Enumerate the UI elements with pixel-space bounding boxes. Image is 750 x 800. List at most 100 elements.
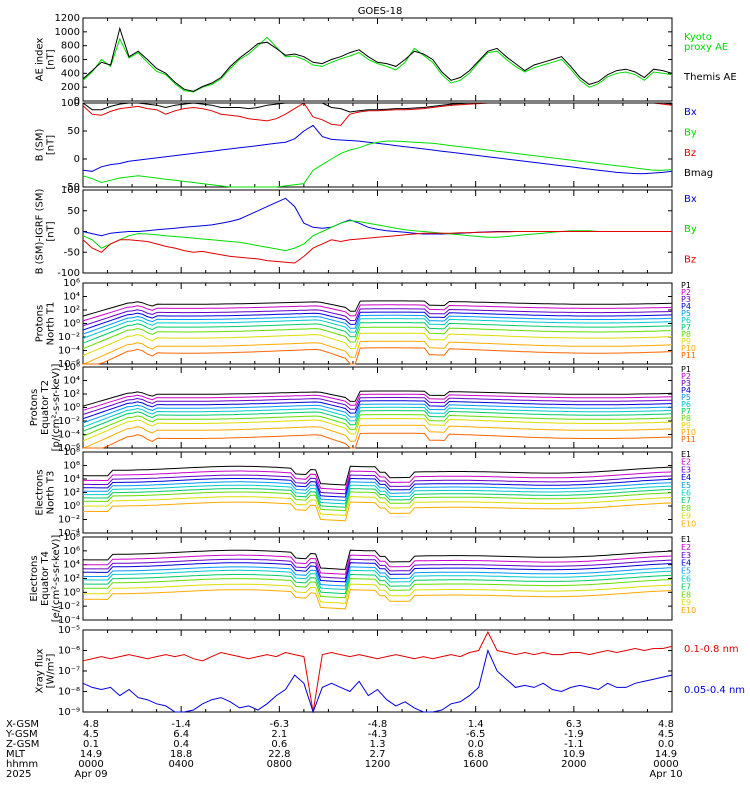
channel-line-p2 (82, 393, 673, 411)
channel-label: E9 (681, 598, 691, 607)
channel-line-e7 (83, 487, 673, 508)
y-tick-label: 10⁻² (58, 332, 80, 343)
channel-label: P10 (681, 344, 696, 353)
channel-line-e3 (82, 558, 673, 579)
y-tick-label: 10⁻⁶ (58, 646, 80, 657)
channel-line-e9 (82, 583, 673, 604)
series-line-0-05-0-4-nm (82, 648, 673, 714)
panel-frame (82, 282, 673, 365)
panel-frame (82, 629, 673, 713)
channel-line-e2 (83, 554, 673, 575)
channel-label: P4 (681, 302, 691, 311)
legend-entry: proxy AE (684, 42, 728, 53)
y-tick-label: 1000 (55, 27, 80, 38)
channel-line-p6 (82, 406, 673, 428)
ephem-value: 4.5 (83, 729, 99, 740)
channel-label: P3 (681, 295, 691, 304)
ephem-value: 1200 (365, 759, 390, 770)
channel-label: E1 (681, 535, 691, 544)
ephem-value: Apr 10 (649, 769, 682, 780)
channel-label: E10 (681, 519, 696, 528)
y-tick-label: 200 (61, 82, 80, 93)
ephem-row-label: X-GSM (6, 719, 39, 730)
y-tick-label: 600 (61, 55, 80, 66)
channel-line-p8 (82, 326, 673, 350)
channel-line-e5 (82, 566, 673, 587)
y-tick-label: 10⁻⁵ (58, 625, 80, 636)
channel-label: E5 (681, 481, 691, 490)
ephem-value: -1.1 (564, 739, 584, 750)
ephem-value: 2000 (561, 759, 586, 770)
ephem-value: 0.0 (468, 739, 484, 750)
ephem-value: 14.9 (80, 749, 102, 760)
ephem-value: 1.4 (468, 719, 484, 730)
channel-line-p1 (82, 390, 673, 407)
ephem-value: 0.1 (83, 739, 99, 750)
y-tick-label: 0 (74, 154, 80, 165)
channel-label: E6 (681, 575, 691, 584)
series-line-by (82, 140, 673, 188)
panel-frame (82, 17, 673, 102)
channel-line-p8 (82, 414, 673, 437)
channel-label: P8 (681, 330, 691, 339)
series-line-kyoto-proxy-ae (82, 36, 673, 93)
channel-line-p11 (83, 432, 673, 449)
channel-label: E7 (681, 496, 691, 505)
ephem-row-label: Y-GSM (5, 729, 38, 740)
channel-label: P9 (681, 421, 691, 430)
ephem-row-label: Z-GSM (6, 739, 39, 750)
y-tick-label: 10⁶ (63, 362, 80, 373)
series-line-bx (82, 197, 672, 237)
ephem-value: 4.5 (658, 729, 674, 740)
ephem-value: 0.6 (271, 739, 287, 750)
y-tick-label: 400 (61, 68, 80, 79)
ephem-value: -1.9 (564, 729, 584, 740)
y-tick-label: 10⁻⁶ (58, 359, 80, 370)
ephem-value: 1600 (463, 759, 488, 770)
channel-line-e7 (82, 573, 673, 595)
ephem-value: 18.8 (170, 749, 192, 760)
legend-entry: Bmag (684, 168, 713, 179)
channel-label: E1 (681, 450, 691, 459)
channel-line-p9 (82, 332, 673, 357)
channel-label: P1 (681, 281, 691, 290)
channel-line-e6 (83, 569, 673, 590)
channel-line-e5 (82, 481, 673, 502)
channel-line-p7 (82, 322, 673, 344)
y-axis-label: Electrons (35, 469, 46, 515)
y-tick-label: 100 (61, 185, 80, 196)
y-tick-label: 0 (74, 96, 80, 107)
panel-prot2: 10⁻⁶ 10⁻⁴ 10⁻² 10⁰ 10² 10⁴ 10⁶ Protons Equator T… (29, 362, 696, 454)
ephem-value: 10.9 (563, 749, 585, 760)
channel-line-p7 (82, 410, 673, 432)
y-tick-label: 10⁴ (63, 474, 80, 485)
ephem-value: -1.4 (171, 719, 191, 730)
y-axis-label: North T1 (46, 302, 57, 346)
y-axis-label: Protons (35, 305, 46, 342)
channel-label: P11 (681, 435, 696, 444)
panel-elec2: 10⁻⁴ 10⁻² 10⁰ 10² 10⁴ 10⁶ 10⁸ Electrons Equator … (29, 532, 696, 626)
y-tick-label: 10⁻² (58, 515, 80, 526)
channel-label: E6 (681, 489, 691, 498)
y-axis-label: North T3 (46, 471, 57, 515)
ephem-value: 4.8 (658, 719, 674, 730)
y-tick-label: 10⁻⁴ (58, 346, 80, 357)
plot-title: GOES-18 (358, 6, 403, 17)
y-tick-label: 10⁴ (63, 292, 80, 303)
channel-line-p5 (82, 314, 673, 335)
channel-label: P7 (681, 407, 691, 416)
channel-label: E2 (681, 458, 691, 467)
ephem-value: 6.8 (468, 749, 484, 760)
y-tick-label: 10⁻⁴ (58, 528, 80, 539)
channel-line-p9 (82, 418, 673, 442)
channel-label: P4 (681, 386, 691, 395)
y-tick-label: -100 (57, 268, 80, 279)
channel-line-p5 (82, 403, 673, 424)
legend-entry: 0.05-0.4 nm (684, 685, 745, 696)
legend-entry: Themis AE (683, 72, 737, 83)
y-tick-label: 10² (63, 574, 80, 585)
y-tick-label: 10² (63, 488, 80, 499)
channel-label: P2 (681, 288, 691, 297)
ephem-row-label: MLT (6, 749, 26, 760)
